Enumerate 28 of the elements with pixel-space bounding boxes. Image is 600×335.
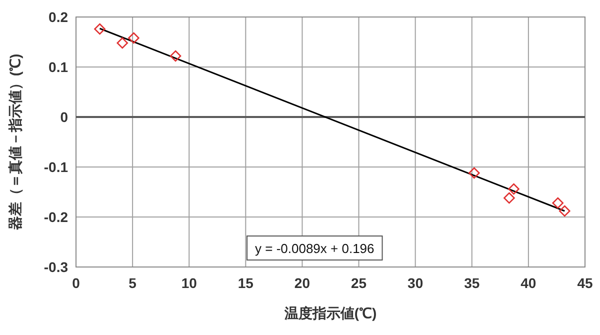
y-tick-label: 0 [60, 109, 68, 125]
x-tick-label: 10 [181, 275, 198, 291]
x-tick-label: 35 [464, 275, 480, 291]
x-tick-label: 15 [238, 275, 254, 291]
x-tick-label: 45 [577, 275, 593, 291]
annotation: y = -0.0089x + 0.196 [255, 241, 374, 256]
x-axis-title: 温度指示値(℃) [283, 305, 377, 321]
point [116, 37, 128, 49]
point [552, 197, 564, 209]
x-tick-label: 25 [350, 275, 367, 291]
x-tick-label: 5 [128, 275, 137, 291]
x-tick-label: 20 [294, 275, 310, 291]
point [558, 205, 570, 217]
point [170, 50, 182, 62]
y-tick-label: -0.1 [44, 159, 68, 175]
point [504, 192, 515, 204]
x-tick-label: 40 [520, 275, 536, 291]
x-tick-label: 30 [408, 275, 424, 291]
y-tick-label: 0.2 [48, 9, 68, 25]
y-axis-title: 器差（＝真値－指示値）(℃) [7, 54, 23, 230]
point [94, 23, 106, 35]
point [468, 167, 480, 179]
y-tick-label: -0.3 [44, 259, 68, 275]
y-tick-label: -0.2 [44, 209, 68, 225]
point [128, 32, 140, 44]
x-tick-label: 0 [72, 275, 80, 291]
point [508, 183, 520, 195]
y-tick-label: 0.1 [48, 59, 68, 75]
